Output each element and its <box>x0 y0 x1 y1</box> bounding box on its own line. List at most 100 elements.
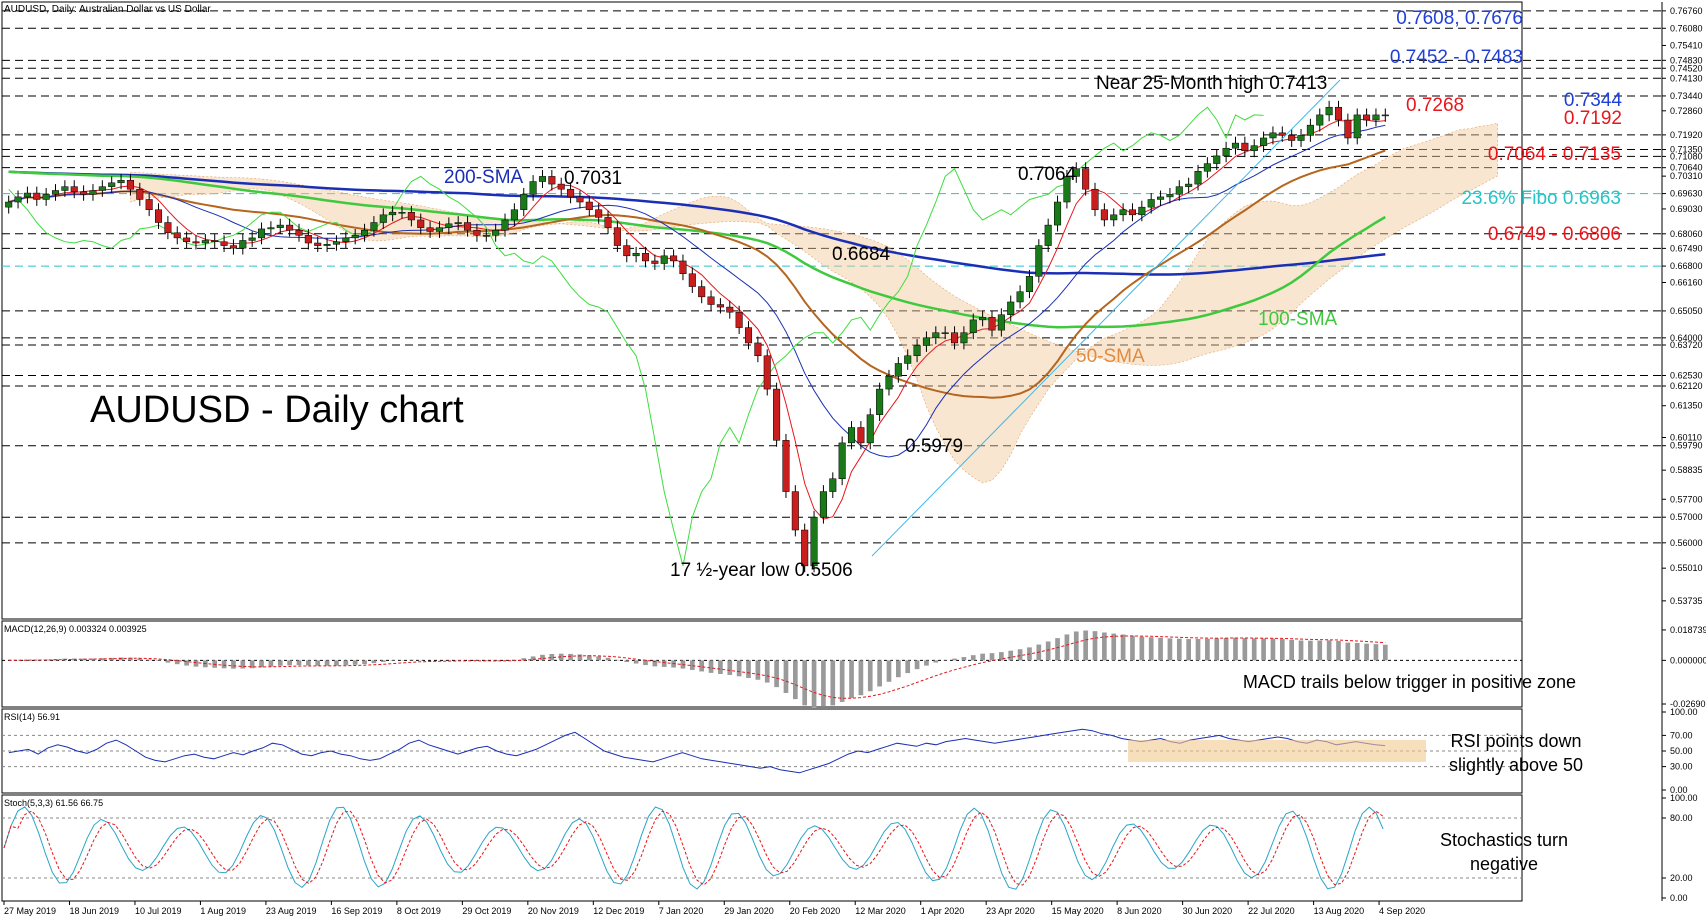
candle-body <box>117 179 125 184</box>
stoch-d-line <box>3 810 1384 886</box>
x-tick-label: 23 Apr 2020 <box>986 906 1035 916</box>
candle-body <box>33 192 41 200</box>
candle-body <box>585 201 593 210</box>
candle-body <box>1278 132 1286 136</box>
y-tick-label: 0.58835 <box>1670 465 1703 475</box>
candle-body <box>314 242 322 246</box>
candle-body <box>42 194 50 200</box>
y-tick-label: 0.57000 <box>1670 512 1703 522</box>
kijun-line <box>8 124 1386 458</box>
candle-body <box>1241 142 1249 152</box>
current-price-label: 0.7268 <box>1406 95 1464 116</box>
candle-body <box>126 179 134 190</box>
candle-body <box>960 332 968 344</box>
candle-body <box>154 209 163 223</box>
y-tick-label: 0.56000 <box>1670 538 1703 548</box>
candle-body <box>229 245 237 249</box>
candle-body <box>201 240 209 244</box>
candle-body <box>1334 106 1343 121</box>
candle-body <box>1250 145 1258 152</box>
candle-body <box>304 235 312 244</box>
x-axis-ticks: 27 May 2019 18 Jun 2019 10 Jul 2019 1 Aug 2… <box>3 901 1425 916</box>
candle-body <box>211 240 219 242</box>
candle-body <box>1297 135 1305 141</box>
candle-body <box>61 186 69 191</box>
candle-body <box>1128 209 1136 216</box>
candle-body <box>1110 214 1118 221</box>
y-tick-label: 0.66160 <box>1670 277 1703 287</box>
candle-body <box>14 196 22 203</box>
candlesticks <box>5 100 1389 573</box>
y-tick-label: 0.71080 <box>1670 151 1703 161</box>
x-tick-label: 4 Sep 2020 <box>1379 906 1425 916</box>
candle-body <box>932 332 940 339</box>
level-label-1: 0.7608, 0.7676 <box>1396 8 1523 29</box>
y-tick-label: 0.75410 <box>1670 40 1703 50</box>
sma200-label: 200-SMA <box>444 167 524 188</box>
candle-body <box>248 237 256 241</box>
candle-body <box>258 228 266 239</box>
stoch-k-line <box>3 806 1384 890</box>
candle-body <box>819 491 827 518</box>
candle-body <box>1025 276 1033 292</box>
low-6684-label: 0.6684 <box>832 244 891 265</box>
y-tick-label: 0.66800 <box>1670 261 1703 271</box>
candle-body <box>801 529 809 567</box>
x-tick-label: 1 Aug 2019 <box>200 906 246 916</box>
candle-body <box>1353 114 1361 139</box>
candle-body <box>426 227 434 232</box>
cloud-area <box>130 122 1498 484</box>
candle-body <box>464 222 472 231</box>
candle-body <box>370 222 378 231</box>
candle-body <box>595 209 603 218</box>
candle-body <box>239 240 247 249</box>
candle-body <box>23 192 31 198</box>
candle-body <box>773 388 781 441</box>
candle-body <box>1016 291 1024 303</box>
candle-body <box>1157 196 1165 200</box>
x-tick-label: 15 May 2020 <box>1052 906 1104 916</box>
candle-body <box>876 388 884 415</box>
candle-body <box>838 442 846 480</box>
candle-body <box>445 223 453 228</box>
candle-body <box>80 191 88 195</box>
rsi-tick-label: 0.00 <box>1670 785 1688 795</box>
candle-body <box>988 317 996 331</box>
y-tick-label: 0.68060 <box>1670 229 1703 239</box>
x-tick-label: 10 Jul 2019 <box>135 906 182 916</box>
rsi-tick-label: 30.00 <box>1670 762 1693 772</box>
candle-body <box>520 194 528 210</box>
x-tick-label: 18 Jun 2019 <box>69 906 119 916</box>
candle-body <box>1082 168 1090 190</box>
candle-body <box>829 478 837 492</box>
main-chart-title: AUDUSD - Daily chart <box>90 389 464 431</box>
candle-body <box>557 183 565 190</box>
candle-body <box>529 181 537 195</box>
y-tick-label: 0.63720 <box>1670 340 1703 350</box>
candle-body <box>510 209 518 221</box>
x-tick-label: 20 Feb 2020 <box>790 906 841 916</box>
y-tick-label: 0.69630 <box>1670 189 1703 199</box>
rsi-tick-label: 100.00 <box>1670 707 1698 717</box>
rsi-range-box <box>1128 740 1426 762</box>
x-tick-label: 8 Jun 2020 <box>1117 906 1162 916</box>
candle-body <box>482 235 490 237</box>
stoch-note-1: Stochastics turn <box>1440 830 1568 850</box>
candle-body <box>632 253 640 257</box>
y-tick-label: 0.67490 <box>1670 243 1703 253</box>
candle-body <box>1231 142 1240 149</box>
stoch-tick-label: 0.00 <box>1670 893 1688 903</box>
x-tick-label: 16 Sep 2019 <box>331 906 382 916</box>
candle-body <box>51 190 60 195</box>
candle-body <box>847 427 856 444</box>
y-tick-label: 0.60110 <box>1670 433 1702 443</box>
high-7413-label: Near 25-Month high 0.7413 <box>1096 73 1327 94</box>
candle-body <box>979 317 987 321</box>
x-tick-label: 12 Mar 2020 <box>855 906 906 916</box>
candle-body <box>398 212 406 214</box>
candle-body <box>688 273 696 287</box>
rsi-title: RSI(14) 56.91 <box>4 712 60 722</box>
macd-note: MACD trails below trigger in positive zo… <box>1243 672 1576 692</box>
